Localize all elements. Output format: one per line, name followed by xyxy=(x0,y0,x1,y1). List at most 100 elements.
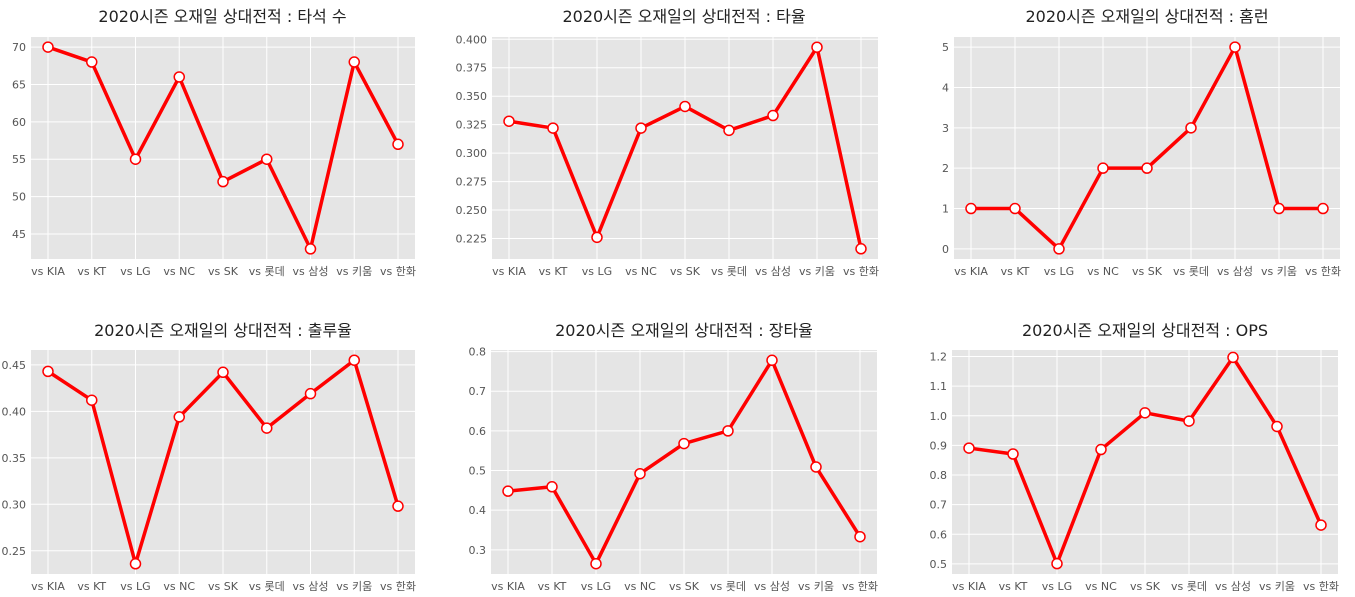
y-tick-label: 0 xyxy=(942,243,949,256)
y-tick-label: 0.6 xyxy=(469,425,487,438)
y-tick-label: 0.400 xyxy=(456,33,488,46)
x-tick-label: vs 롯데 xyxy=(249,580,285,593)
x-tick-label: vs 삼성 xyxy=(293,265,329,278)
y-tick-label: 0.40 xyxy=(2,405,27,418)
x-tick-label: vs LG xyxy=(581,580,611,593)
chart-panel-batting-average: 2020시즌 오재일의 상대전적 : 타율 vs KIA vs KT vs LG vs… xyxy=(455,0,895,298)
chart-plot: vs KIA vs KT vs LG vs NC vs SK vs 롯데 vs 삼성 vs 키… xyxy=(455,0,895,298)
data-point xyxy=(503,486,513,496)
x-tick-label: vs 한화 xyxy=(842,580,878,593)
chart-panel-ops: 2020시즌 오재일의 상대전적 : OPS vs KIA vs KT vs LG v… xyxy=(910,300,1350,597)
y-tick-label: 0.30 xyxy=(2,498,27,511)
y-tick-label: 0.45 xyxy=(2,359,27,372)
data-point xyxy=(636,123,646,133)
data-point xyxy=(768,111,778,121)
y-tick-label: 3 xyxy=(942,122,949,135)
x-tick-label: vs 한화 xyxy=(1303,580,1339,593)
x-tick-label: vs KIA xyxy=(31,265,65,278)
x-tick-label: vs 삼성 xyxy=(754,580,790,593)
y-tick-label: 1.2 xyxy=(930,351,948,364)
data-point xyxy=(1142,163,1152,173)
data-point xyxy=(504,116,514,126)
y-tick-label: 60 xyxy=(12,116,26,129)
y-tick-label: 2 xyxy=(942,162,949,175)
y-tick-label: 50 xyxy=(12,191,26,204)
chart-panel-slugging-percentage: 2020시즌 오재일의 상대전적 : 장타율 vs KIA vs KT vs LG v… xyxy=(455,300,895,597)
y-tick-label: 1.0 xyxy=(930,410,948,423)
x-tick-label: vs NC xyxy=(163,580,195,593)
x-tick-label: vs 한화 xyxy=(843,265,879,278)
x-tick-label: vs KT xyxy=(999,580,1028,593)
data-point xyxy=(1186,123,1196,133)
x-tick-label: vs 삼성 xyxy=(1217,265,1253,278)
x-tick-label: vs KT xyxy=(1001,265,1030,278)
chart-plot: vs KIA vs KT vs LG vs NC vs SK vs 롯데 vs 삼성 vs 키… xyxy=(0,0,440,298)
data-point xyxy=(174,72,184,82)
y-tick-label: 0.7 xyxy=(930,499,948,512)
x-tick-label: vs SK xyxy=(669,580,700,593)
chart-panel-on-base-percentage: 2020시즌 오재일의 상대전적 : 출루율 vs KIA vs KT vs LG v… xyxy=(0,300,440,597)
y-tick-label: 5 xyxy=(942,41,949,54)
data-point xyxy=(635,469,645,479)
data-point xyxy=(306,244,316,254)
y-tick-label: 0.8 xyxy=(930,469,948,482)
data-point xyxy=(1098,163,1108,173)
y-tick-label: 0.350 xyxy=(456,90,488,103)
x-tick-label: vs NC xyxy=(1085,580,1117,593)
x-tick-label: vs KIA xyxy=(952,580,986,593)
data-point xyxy=(306,389,316,399)
data-point xyxy=(1318,204,1328,214)
data-point xyxy=(680,101,690,111)
y-tick-label: 0.25 xyxy=(2,545,27,558)
x-tick-label: vs 키움 xyxy=(799,265,835,278)
data-point xyxy=(1228,352,1238,362)
x-tick-label: vs NC xyxy=(163,265,195,278)
y-tick-label: 0.6 xyxy=(930,528,948,541)
x-tick-label: vs 한화 xyxy=(1305,265,1341,278)
y-tick-label: 0.3 xyxy=(469,544,487,557)
data-point xyxy=(592,232,602,242)
data-point xyxy=(218,367,228,377)
data-point xyxy=(811,462,821,472)
x-tick-label: vs 롯데 xyxy=(249,265,285,278)
data-point xyxy=(1274,204,1284,214)
y-tick-label: 0.7 xyxy=(469,385,487,398)
x-tick-label: vs 키움 xyxy=(1261,265,1297,278)
x-tick-label: vs 키움 xyxy=(798,580,834,593)
chart-plot: vs KIA vs KT vs LG vs NC vs SK vs 롯데 vs 삼성 vs 키… xyxy=(910,0,1350,298)
x-tick-label: vs LG xyxy=(120,265,150,278)
data-point xyxy=(43,366,53,376)
x-tick-label: vs SK xyxy=(670,265,701,278)
data-point xyxy=(1096,445,1106,455)
data-point xyxy=(591,559,601,569)
data-point xyxy=(393,139,403,149)
data-point xyxy=(174,412,184,422)
y-tick-label: 0.4 xyxy=(469,504,487,517)
data-point xyxy=(87,57,97,67)
x-tick-label: vs SK xyxy=(208,265,239,278)
y-tick-label: 0.300 xyxy=(456,147,488,160)
y-tick-label: 0.9 xyxy=(930,439,948,452)
data-point xyxy=(131,559,141,569)
x-tick-label: vs LG xyxy=(1042,580,1072,593)
y-tick-label: 0.250 xyxy=(456,204,488,217)
y-tick-label: 0.8 xyxy=(469,346,487,359)
data-point xyxy=(855,532,865,542)
data-point xyxy=(1316,520,1326,530)
data-point xyxy=(767,355,777,365)
x-tick-label: vs KIA xyxy=(492,265,526,278)
data-point xyxy=(87,395,97,405)
y-tick-label: 0.5 xyxy=(469,465,487,478)
data-point xyxy=(349,57,359,67)
y-tick-label: 1 xyxy=(942,203,949,216)
x-tick-label: vs LG xyxy=(582,265,612,278)
x-tick-label: vs SK xyxy=(1132,265,1163,278)
x-tick-label: vs SK xyxy=(1130,580,1161,593)
data-point xyxy=(262,423,272,433)
x-tick-label: vs KIA xyxy=(491,580,525,593)
y-tick-label: 0.375 xyxy=(456,62,488,75)
data-point xyxy=(1008,449,1018,459)
x-tick-label: vs NC xyxy=(624,580,656,593)
data-point xyxy=(1052,559,1062,569)
x-tick-label: vs 롯데 xyxy=(711,265,747,278)
